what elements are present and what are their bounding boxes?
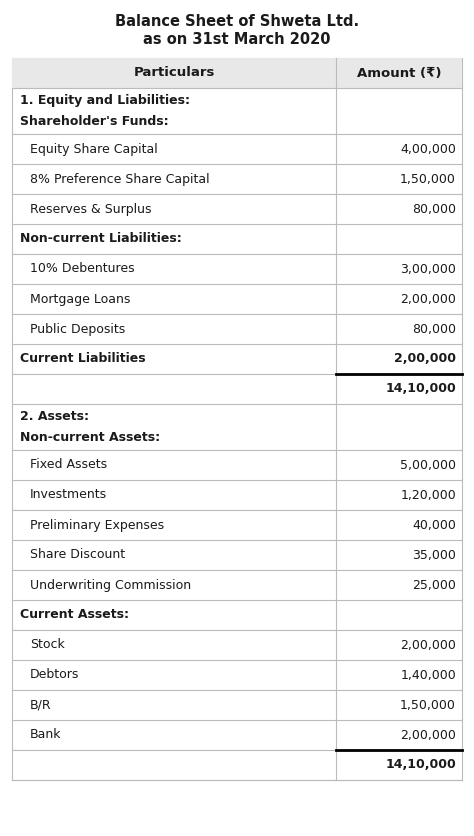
Text: 8% Preference Share Capital: 8% Preference Share Capital — [30, 172, 210, 186]
Text: 2,00,000: 2,00,000 — [400, 293, 456, 305]
Text: 1,40,000: 1,40,000 — [400, 669, 456, 681]
Text: Current Assets:: Current Assets: — [20, 609, 129, 621]
Text: Fixed Assets: Fixed Assets — [30, 458, 107, 472]
Text: Non-current Assets:: Non-current Assets: — [20, 431, 160, 444]
Text: 2,00,000: 2,00,000 — [400, 728, 456, 742]
Text: 80,000: 80,000 — [412, 323, 456, 335]
Text: 4,00,000: 4,00,000 — [400, 142, 456, 155]
Text: Preliminary Expenses: Preliminary Expenses — [30, 518, 164, 532]
Text: 3,00,000: 3,00,000 — [400, 263, 456, 276]
Text: Non-current Liabilities:: Non-current Liabilities: — [20, 232, 182, 246]
Text: Share Discount: Share Discount — [30, 548, 125, 562]
Text: 2,00,000: 2,00,000 — [394, 353, 456, 365]
Text: Balance Sheet of Shweta Ltd.: Balance Sheet of Shweta Ltd. — [115, 14, 359, 29]
Text: as on 31st March 2020: as on 31st March 2020 — [143, 33, 331, 48]
Text: Particulars: Particulars — [133, 67, 215, 79]
Text: Debtors: Debtors — [30, 669, 79, 681]
Text: 1. Equity and Liabilities:: 1. Equity and Liabilities: — [20, 94, 190, 107]
Text: 5,00,000: 5,00,000 — [400, 458, 456, 472]
Text: Amount (₹): Amount (₹) — [357, 67, 441, 79]
Text: Underwriting Commission: Underwriting Commission — [30, 579, 191, 592]
Text: Equity Share Capital: Equity Share Capital — [30, 142, 158, 155]
Text: 40,000: 40,000 — [412, 518, 456, 532]
Text: 25,000: 25,000 — [412, 579, 456, 592]
Text: B/R: B/R — [30, 699, 52, 711]
Text: 1,20,000: 1,20,000 — [400, 488, 456, 502]
Text: Current Liabilities: Current Liabilities — [20, 353, 146, 365]
Text: 14,10,000: 14,10,000 — [385, 383, 456, 395]
Text: 10% Debentures: 10% Debentures — [30, 263, 135, 276]
Text: 35,000: 35,000 — [412, 548, 456, 562]
Text: 1,50,000: 1,50,000 — [400, 172, 456, 186]
Text: Stock: Stock — [30, 639, 65, 651]
Text: 1,50,000: 1,50,000 — [400, 699, 456, 711]
Bar — [12, 58, 462, 780]
Text: 14,10,000: 14,10,000 — [385, 758, 456, 772]
Text: 2. Assets:: 2. Assets: — [20, 410, 89, 423]
Text: Shareholder's Funds:: Shareholder's Funds: — [20, 115, 169, 128]
Text: 2,00,000: 2,00,000 — [400, 639, 456, 651]
Bar — [12, 58, 462, 88]
Text: Investments: Investments — [30, 488, 107, 502]
Text: Reserves & Surplus: Reserves & Surplus — [30, 202, 152, 216]
Text: Mortgage Loans: Mortgage Loans — [30, 293, 130, 305]
Text: Public Deposits: Public Deposits — [30, 323, 125, 335]
Text: 80,000: 80,000 — [412, 202, 456, 216]
Text: Bank: Bank — [30, 728, 62, 742]
